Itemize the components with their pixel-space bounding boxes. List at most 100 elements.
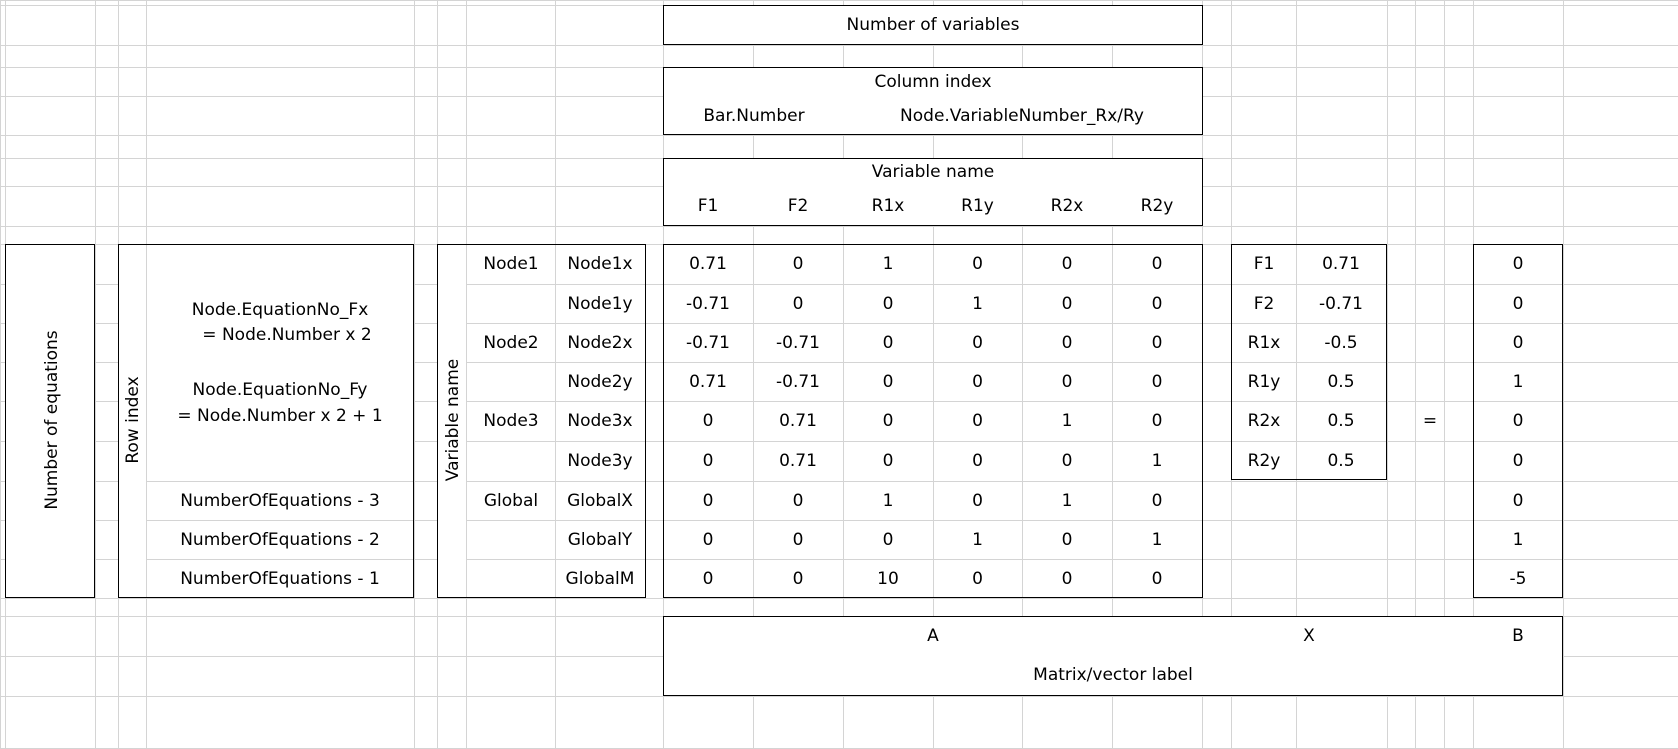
vector-x-divider xyxy=(1296,245,1297,479)
row-name-0: Node1x xyxy=(567,254,633,274)
vector-x-name-1: F2 xyxy=(1253,293,1275,314)
variable-col-0: F1 xyxy=(697,196,719,216)
grid-row-line xyxy=(0,0,1678,1)
grid-row-line xyxy=(0,226,1678,227)
num-variables-label: Number of variables xyxy=(846,15,1020,35)
vector-x-sep xyxy=(1232,441,1386,442)
grid-row-line xyxy=(0,696,1678,697)
vector-b-box xyxy=(1473,244,1563,598)
matrix-a-cell: 0 xyxy=(972,332,983,353)
matrix-a-cell: 1 xyxy=(972,529,983,550)
vector-x-name-4: R2x xyxy=(1247,411,1281,431)
num-variables-box xyxy=(663,5,1203,45)
equals-sign: = xyxy=(1422,411,1438,431)
vector-x-name-2: R1x xyxy=(1247,332,1281,353)
matrix-a-cell: 0 xyxy=(792,490,804,511)
variable-col-3: R1y xyxy=(961,196,994,216)
label-a: A xyxy=(927,626,939,646)
matrix-a-cell: 0 xyxy=(1061,332,1073,353)
matrix-a-cell: 0.71 xyxy=(779,451,817,471)
grid-col-line xyxy=(95,0,96,748)
matrix-a-cell: 0 xyxy=(972,451,983,471)
matrix-a-cell: 0 xyxy=(1061,451,1073,471)
matrix-a-cell: 1 xyxy=(972,293,983,314)
variable-col-5: R2y xyxy=(1140,196,1174,216)
column-index-box xyxy=(663,67,1203,135)
vector-x-name-5: R2y xyxy=(1247,451,1281,471)
matrix-a-cell: 0 xyxy=(702,411,714,431)
vector-b-sep xyxy=(1474,362,1562,363)
matrix-a-cell: 0 xyxy=(1061,568,1073,589)
matrix-vector-label: Matrix/vector label xyxy=(1033,665,1193,685)
matrix-a-cell: 1 xyxy=(882,490,894,511)
fx-formula-line2: = Node.Number x 2 xyxy=(202,325,372,345)
matrix-a-cell: 0 xyxy=(882,411,894,431)
vector-b-sep xyxy=(1474,520,1562,521)
fy-formula-line2: = Node.Number x 2 + 1 xyxy=(177,406,383,426)
row-index-sep-2 xyxy=(147,520,413,521)
matrix-a-cell: 0 xyxy=(1061,371,1073,392)
matrix-a-cell: 0 xyxy=(702,529,714,550)
row-variable-name-label: Variable name xyxy=(443,358,463,482)
matrix-a-cell: 0 xyxy=(972,411,983,431)
vector-b-sep xyxy=(1474,559,1562,560)
vector-b-cell-3: 1 xyxy=(1512,371,1524,392)
row-name-3: Node2y xyxy=(567,371,633,392)
grid-col-line xyxy=(1415,0,1416,748)
vector-b-cell-7: 1 xyxy=(1512,529,1524,550)
matrix-a-cell: 0 xyxy=(1061,529,1073,550)
matrix-a-cell: 1 xyxy=(882,254,894,274)
row-index-sep-1 xyxy=(147,481,413,482)
matrix-a-cell: 0 xyxy=(792,568,804,589)
matrix-a-cell: -0.71 xyxy=(686,332,730,353)
matrix-a-cell: 0.71 xyxy=(779,411,817,431)
matrix-a-cell: 0 xyxy=(882,371,894,392)
row-name-4: Node3x xyxy=(567,411,633,431)
row-name-2: Node2x xyxy=(567,332,633,353)
matrix-a-cell: 0 xyxy=(1151,371,1163,392)
row-name-6: GlobalX xyxy=(567,490,633,511)
grid-col-line xyxy=(1444,0,1445,748)
vector-x-sep xyxy=(1232,323,1386,324)
vector-x-sep xyxy=(1232,284,1386,285)
matrix-label-box xyxy=(663,616,1563,696)
matrix-col-sep xyxy=(753,245,754,597)
matrix-a-cell: 0 xyxy=(882,529,894,550)
vector-x-name-3: R1y xyxy=(1247,371,1281,392)
variable-name-box xyxy=(663,158,1203,226)
node-variable-label: Node.VariableNumber_Rx/Ry xyxy=(900,106,1144,126)
row-index-divider xyxy=(146,245,147,597)
vector-x-value-5: 0.5 xyxy=(1327,451,1355,471)
row-group-0: Node1 xyxy=(483,254,539,274)
vector-x-sep xyxy=(1232,401,1386,402)
matrix-a-cell: -0.71 xyxy=(776,371,820,392)
matrix-a-cell: 1 xyxy=(1151,529,1163,550)
column-index-label: Column index xyxy=(874,72,992,92)
row-group-6: Global xyxy=(483,490,539,511)
grid-col-line xyxy=(1387,0,1388,748)
matrix-a-cell: 0 xyxy=(702,451,714,471)
row-name-5: Node3y xyxy=(567,451,633,471)
matrix-col-sep xyxy=(1022,245,1023,597)
vector-b-cell-1: 0 xyxy=(1512,293,1524,314)
matrix-a-cell: 0 xyxy=(972,490,983,511)
vector-b-cell-2: 0 xyxy=(1512,332,1524,353)
matrix-a-cell: 0 xyxy=(1151,293,1163,314)
row-name-divider xyxy=(466,245,467,597)
matrix-col-sep xyxy=(933,245,934,597)
vector-b-cell-0: 0 xyxy=(1512,254,1524,274)
grid-col-line xyxy=(414,0,415,748)
matrix-a-cell: 0 xyxy=(1151,411,1163,431)
matrix-a-cell: 0.71 xyxy=(689,254,727,274)
row-index-label: Row index xyxy=(123,376,143,464)
vector-b-cell-4: 0 xyxy=(1512,411,1524,431)
variable-name-header: Variable name xyxy=(871,162,995,182)
matrix-a-cell: -0.71 xyxy=(776,332,820,353)
vector-x-sep xyxy=(1232,362,1386,363)
row-group-2: Node2 xyxy=(483,332,539,353)
matrix-a-cell: 1 xyxy=(1061,411,1073,431)
matrix-a-cell: 0 xyxy=(1061,293,1073,314)
vector-b-sep xyxy=(1474,481,1562,482)
fy-formula-line1: Node.EquationNo_Fy xyxy=(192,380,368,400)
vector-b-sep xyxy=(1474,323,1562,324)
